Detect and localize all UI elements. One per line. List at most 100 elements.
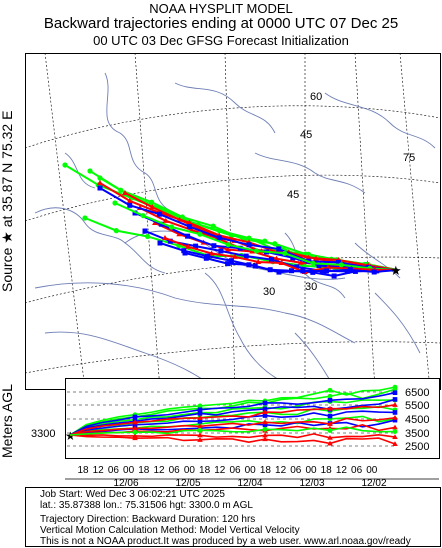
map-marker <box>352 268 358 274</box>
map-marker <box>310 269 316 275</box>
source-location-label: Source ★ at 35.87 N 75.32 E <box>0 110 15 292</box>
map-marker <box>157 240 163 246</box>
profile-marker <box>392 410 398 415</box>
hour-tick: 18 <box>321 465 333 476</box>
footer-disclaimer: This is not a NOAA product.It was produc… <box>40 536 411 547</box>
map-marker <box>97 185 103 191</box>
profile-marker <box>132 419 138 425</box>
profile-marker <box>132 414 138 420</box>
map-marker <box>324 268 330 274</box>
profile-marker <box>327 440 333 446</box>
map-marker <box>272 241 278 247</box>
level-label: 3500 <box>405 428 429 440</box>
map-marker <box>269 257 274 263</box>
hour-tick: 00 <box>184 465 196 476</box>
hour-tick: 18 <box>199 465 211 476</box>
hour-tick: 12 <box>153 465 165 476</box>
map-marker <box>97 180 103 185</box>
profile-marker <box>392 417 398 423</box>
profile-trajectory-line <box>69 388 396 436</box>
map-marker <box>157 211 163 217</box>
profile-marker <box>392 429 398 434</box>
footer-direction: Trajectory Direction: Backward Duration:… <box>40 514 256 525</box>
profile-source-star: ★ <box>65 429 76 443</box>
map-marker <box>278 260 285 266</box>
profile-marker <box>197 411 203 416</box>
profile-marker <box>327 413 333 419</box>
profile-trajectory-line <box>69 426 396 436</box>
map-marker <box>176 216 183 222</box>
map-marker <box>145 233 151 240</box>
coastlines <box>34 72 436 389</box>
date-label: 12/06 <box>113 478 138 488</box>
profile-marker <box>327 397 333 403</box>
profile-trajectory-line <box>69 417 396 436</box>
profile-trajectories <box>69 384 398 446</box>
trajectory-title: Backward trajectories ending at 0000 UTC… <box>43 15 399 32</box>
map-marker <box>224 246 231 252</box>
profile-trajectory-line <box>69 404 396 436</box>
map-marker <box>142 228 148 234</box>
map-label-45a: 45 <box>300 129 312 141</box>
hour-tick: 12 <box>275 465 287 476</box>
hour-tick: 18 <box>260 465 272 476</box>
profile-trajectory-line <box>69 391 396 436</box>
model-title: NOAA HYSPLIT MODEL <box>149 1 293 16</box>
hour-tick: 06 <box>290 465 302 476</box>
map-marker <box>112 200 118 206</box>
footer-job-start: Job Start: Wed Dec 3 06:02:21 UTC 2025 <box>40 489 225 500</box>
profile-marker <box>262 409 268 415</box>
level-label: 6500 <box>405 387 429 399</box>
profile-marker <box>392 397 398 402</box>
map-marker <box>300 268 306 274</box>
map-marker <box>113 228 119 234</box>
start-height-label: 3300 <box>31 428 55 440</box>
hour-tick: 18 <box>138 465 150 476</box>
date-label: 12/03 <box>299 478 324 488</box>
profile-trajectory-line <box>69 434 396 445</box>
profile-marker <box>132 429 138 435</box>
profile-marker <box>392 414 398 420</box>
map-marker <box>169 224 175 230</box>
map-marker <box>97 175 103 181</box>
hour-tick: 06 <box>169 465 181 476</box>
profile-trajectory-line <box>69 433 396 439</box>
profile-marker <box>327 421 333 426</box>
map-marker <box>282 250 288 256</box>
map-marker <box>243 253 249 259</box>
map-trajectories <box>62 162 399 279</box>
map-marker <box>294 264 300 270</box>
profile-marker <box>132 435 138 441</box>
map-marker <box>252 263 258 269</box>
level-label: 5500 <box>405 400 429 412</box>
profile-marker <box>327 434 333 440</box>
map-marker <box>255 258 262 264</box>
map-marker <box>149 204 156 210</box>
map-label-30a: 30 <box>305 281 317 293</box>
level-label: 4500 <box>405 414 429 426</box>
profile-marker <box>197 427 203 433</box>
profile-marker <box>327 405 333 411</box>
map-marker <box>338 262 344 268</box>
graticule <box>25 53 441 391</box>
date-label: 12/05 <box>175 478 200 488</box>
profile-trajectory-line <box>69 399 396 436</box>
map-label-30b: 30 <box>263 286 275 298</box>
profile-marker <box>197 407 203 413</box>
profile-marker <box>197 437 203 442</box>
hour-tick: 00 <box>123 465 135 476</box>
map-marker <box>344 268 350 274</box>
map-marker <box>276 269 282 275</box>
map-marker <box>211 243 217 249</box>
map-marker <box>253 248 260 254</box>
hour-tick: 06 <box>229 465 241 476</box>
profile-marker <box>197 423 203 429</box>
profile-marker <box>197 432 203 438</box>
map-marker <box>216 227 222 234</box>
map-marker <box>162 217 169 223</box>
hour-tick: 12 <box>93 465 105 476</box>
level-label: 2500 <box>405 441 429 453</box>
map-marker <box>225 242 231 248</box>
map-marker <box>185 233 191 239</box>
map-marker <box>276 246 282 252</box>
